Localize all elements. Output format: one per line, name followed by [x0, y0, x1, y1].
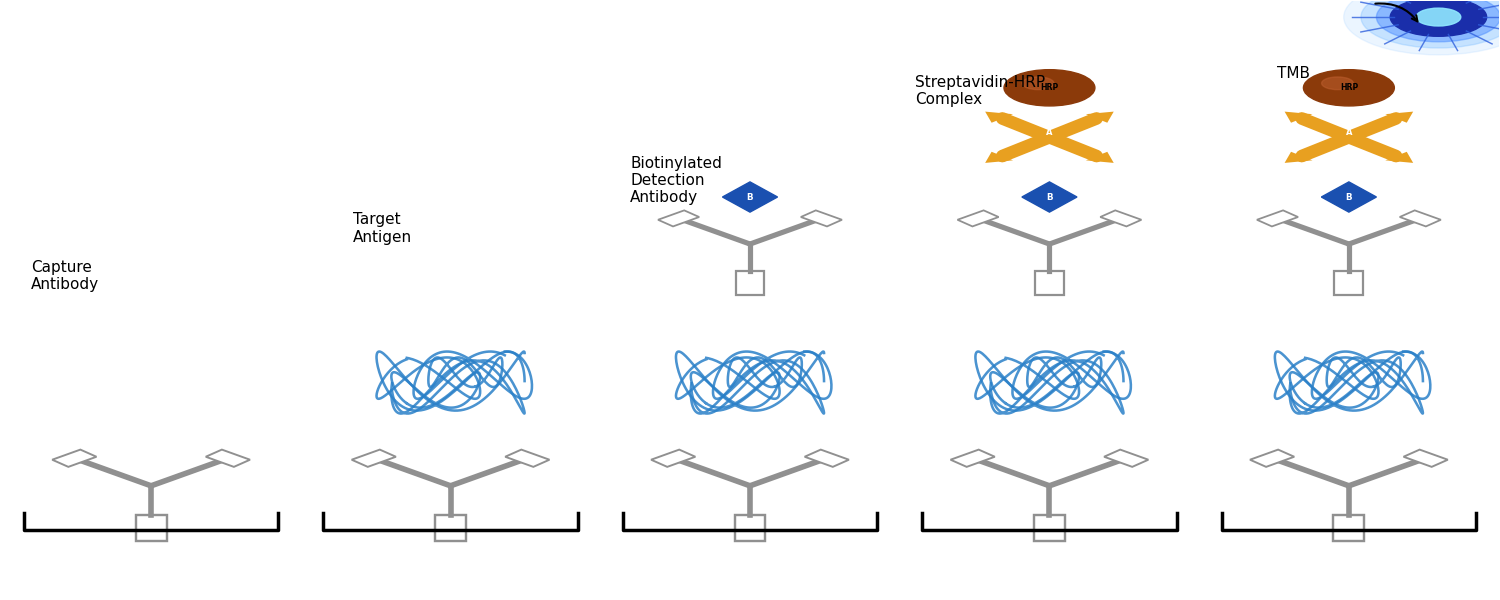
FancyBboxPatch shape [801, 211, 842, 226]
FancyBboxPatch shape [1101, 211, 1142, 226]
FancyBboxPatch shape [658, 211, 699, 226]
Polygon shape [1386, 112, 1413, 123]
Polygon shape [1022, 182, 1077, 212]
FancyBboxPatch shape [206, 449, 251, 467]
Polygon shape [1086, 112, 1113, 123]
Circle shape [1022, 77, 1054, 89]
Text: TMB: TMB [1276, 65, 1310, 80]
Text: B: B [1047, 149, 1052, 155]
FancyBboxPatch shape [1400, 211, 1441, 226]
FancyBboxPatch shape [1334, 515, 1365, 541]
Text: Biotinylated
Detection
Antibody: Biotinylated Detection Antibody [630, 155, 722, 205]
Circle shape [1304, 70, 1395, 106]
FancyBboxPatch shape [651, 449, 696, 467]
FancyBboxPatch shape [1035, 271, 1064, 295]
Text: B: B [1347, 149, 1352, 155]
FancyBboxPatch shape [951, 449, 994, 467]
Text: HRP: HRP [1340, 83, 1358, 92]
Polygon shape [1284, 112, 1312, 123]
FancyBboxPatch shape [1257, 211, 1298, 226]
Polygon shape [1322, 182, 1377, 212]
FancyBboxPatch shape [506, 449, 549, 467]
FancyBboxPatch shape [735, 515, 765, 541]
Circle shape [1416, 8, 1461, 26]
FancyBboxPatch shape [1034, 515, 1065, 541]
Text: Target
Antigen: Target Antigen [352, 212, 413, 245]
Text: Capture
Antibody: Capture Antibody [32, 260, 99, 292]
FancyBboxPatch shape [351, 449, 396, 467]
Circle shape [1377, 0, 1500, 42]
Text: A: A [1346, 128, 1352, 137]
FancyBboxPatch shape [53, 449, 96, 467]
Circle shape [1004, 70, 1095, 106]
FancyBboxPatch shape [1335, 271, 1364, 295]
Circle shape [1360, 0, 1500, 48]
Text: B: B [1046, 193, 1053, 202]
FancyBboxPatch shape [435, 515, 466, 541]
Text: HRP: HRP [1041, 83, 1059, 92]
Polygon shape [986, 112, 1012, 123]
FancyBboxPatch shape [135, 515, 166, 541]
Text: B: B [1346, 193, 1352, 202]
Polygon shape [723, 182, 777, 212]
Circle shape [1390, 0, 1486, 36]
Circle shape [1322, 77, 1353, 89]
Text: A: A [1046, 128, 1053, 137]
FancyBboxPatch shape [1250, 449, 1294, 467]
Text: B: B [747, 193, 753, 202]
FancyBboxPatch shape [1104, 449, 1149, 467]
FancyBboxPatch shape [804, 449, 849, 467]
Polygon shape [986, 152, 1012, 163]
Polygon shape [1386, 152, 1413, 163]
Text: Streptavidin-HRP
Complex: Streptavidin-HRP Complex [915, 75, 1046, 107]
Circle shape [1344, 0, 1500, 55]
FancyBboxPatch shape [957, 211, 999, 226]
FancyBboxPatch shape [735, 271, 765, 295]
Polygon shape [1284, 152, 1312, 163]
FancyBboxPatch shape [1404, 449, 1447, 467]
Polygon shape [1086, 152, 1113, 163]
